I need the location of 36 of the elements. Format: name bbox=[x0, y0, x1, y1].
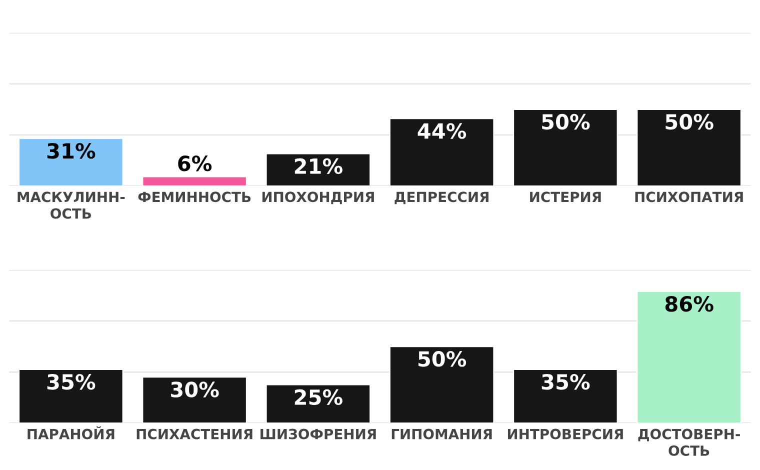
x-tick-label: ПАРАНОЙЯ bbox=[28, 426, 114, 440]
bar bbox=[142, 176, 248, 186]
x-tick-label: ПСИХОПАТИЯ bbox=[635, 192, 743, 202]
data-label: 35% bbox=[47, 374, 96, 390]
data-label: 50% bbox=[418, 351, 466, 367]
bar bbox=[636, 108, 742, 186]
x-tick-label: ДОСТОВЕРН- ОСТЬ bbox=[638, 428, 740, 456]
bar bbox=[512, 108, 618, 186]
data-label: 31% bbox=[47, 142, 96, 159]
data-label: 50% bbox=[666, 114, 714, 130]
x-tick-label: ИСТЕРИЯ bbox=[530, 192, 601, 202]
bar bbox=[636, 290, 742, 423]
x-tick-label: ГИПОМАНИЯ bbox=[392, 428, 492, 440]
bar bbox=[389, 118, 494, 186]
data-label: 25% bbox=[294, 389, 342, 406]
bar bbox=[266, 384, 371, 423]
data-label: 21% bbox=[294, 158, 342, 174]
x-tick-label: ИПОХОНДРИЯ bbox=[262, 192, 374, 204]
data-label: 30% bbox=[171, 382, 219, 398]
data-label: 6% bbox=[178, 156, 212, 172]
bar bbox=[512, 368, 618, 423]
x-tick-label: ПСИХАСТЕНИЯ bbox=[136, 428, 252, 440]
data-label: 35% bbox=[542, 374, 590, 390]
bar bbox=[142, 376, 248, 423]
bar bbox=[18, 368, 124, 423]
bar bbox=[266, 153, 371, 186]
data-label: 50% bbox=[542, 114, 590, 130]
x-tick-label: МАСКУЛИНН- ОСТЬ bbox=[18, 192, 125, 219]
data-label: 86% bbox=[665, 296, 714, 312]
x-tick-label: ШИЗОФРЕНИЯ bbox=[260, 428, 376, 440]
bar bbox=[18, 138, 124, 186]
x-tick-label: ИНТРОВЕРСИЯ bbox=[508, 428, 623, 440]
x-tick-label: ДЕПРЕССИЯ bbox=[394, 192, 488, 204]
bar bbox=[389, 346, 494, 423]
x-tick-label: ФЕМИННОСТЬ bbox=[138, 192, 251, 202]
data-label: 44% bbox=[418, 123, 466, 139]
